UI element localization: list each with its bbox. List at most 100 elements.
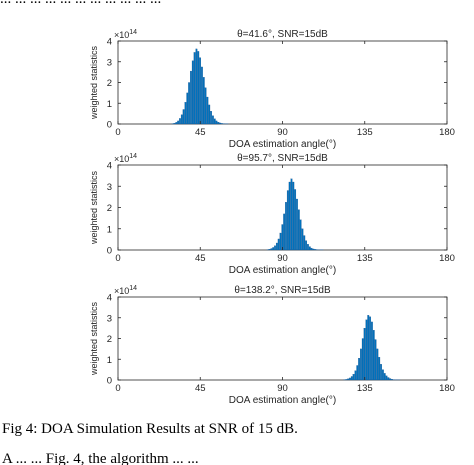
histogram-bar xyxy=(380,364,382,380)
histogram-bar xyxy=(285,202,287,250)
figure-caption: Fig 4: DOA Simulation Results at SNR of … xyxy=(2,421,298,438)
histogram-bar xyxy=(302,229,304,250)
y-tick-label: 2 xyxy=(107,203,112,214)
histogram-bar xyxy=(346,379,348,380)
y-exponent-label: ×1014 xyxy=(114,153,137,164)
x-tick-label: 0 xyxy=(115,253,120,264)
plot-area xyxy=(118,297,447,380)
next-paragraph-fragment: A ... ... Fig. 4, the algorithm ... ... xyxy=(2,451,474,465)
histogram-bar xyxy=(378,357,380,380)
y-tick-label: 0 xyxy=(107,246,112,257)
histogram-bar xyxy=(358,358,360,380)
y-exponent-base: ×10 xyxy=(114,30,129,40)
histogram-bar xyxy=(373,330,375,380)
histogram-bar xyxy=(307,244,309,250)
histogram-bar xyxy=(294,189,296,250)
histogram-bar xyxy=(190,71,192,124)
subplot-title: θ=138.2°, SNR=15dB xyxy=(234,285,331,296)
y-axis-label: weighted statistics xyxy=(89,45,99,120)
histogram-bar xyxy=(357,365,359,380)
y-tick-label: 3 xyxy=(107,57,112,68)
x-tick-label: 180 xyxy=(439,253,455,264)
y-tick-label: 1 xyxy=(107,99,112,110)
histogram-bar xyxy=(360,349,362,380)
x-tick-label: 180 xyxy=(439,383,455,394)
histogram-bar xyxy=(298,210,300,250)
histogram-bar xyxy=(369,317,371,380)
histogram-bar xyxy=(194,52,196,124)
histogram-bar xyxy=(272,247,274,250)
x-tick-label: 135 xyxy=(357,383,373,394)
histogram-bar xyxy=(179,118,181,124)
histogram-bar xyxy=(205,88,207,124)
histogram-bar xyxy=(289,182,291,250)
x-tick-label: 135 xyxy=(357,127,373,138)
histogram-bar xyxy=(196,49,198,124)
histogram-bar xyxy=(351,376,353,380)
y-exponent-label: ×1014 xyxy=(114,285,137,296)
histogram-bar xyxy=(314,249,316,250)
histogram-bar xyxy=(207,97,209,124)
histogram-bar xyxy=(278,239,280,250)
x-axis-label: DOA estimation angle(°) xyxy=(229,395,336,406)
histogram-bar xyxy=(219,123,221,124)
histogram-bar xyxy=(291,179,293,250)
histogram-bar xyxy=(274,246,276,250)
x-tick-label: 0 xyxy=(115,383,120,394)
histogram-bar xyxy=(282,225,284,251)
x-tick-label: 90 xyxy=(277,127,288,138)
histogram-bar xyxy=(203,77,205,124)
histogram-bar xyxy=(355,371,357,380)
y-exponent-power: 14 xyxy=(129,29,137,36)
histogram-bar xyxy=(212,116,214,124)
histogram-bar xyxy=(384,373,386,380)
y-tick-label: 2 xyxy=(107,78,112,89)
x-tick-label: 180 xyxy=(439,127,455,138)
x-tick-label: 45 xyxy=(195,127,206,138)
y-axis-label: weighted statistics xyxy=(89,301,99,376)
y-tick-label: 1 xyxy=(107,355,112,366)
subplot-title: θ=41.6°, SNR=15dB xyxy=(237,29,328,40)
histogram-bar xyxy=(208,105,210,124)
plot-area xyxy=(118,41,447,124)
histogram-bar xyxy=(216,121,218,124)
histogram-bar xyxy=(181,115,183,124)
histogram-bar xyxy=(174,123,176,124)
histogram-bar xyxy=(313,249,315,250)
histogram-bar xyxy=(371,322,373,380)
histogram-bar xyxy=(296,199,298,250)
histogram-bar xyxy=(214,119,216,124)
histogram-bar xyxy=(305,241,307,250)
histogram-bar xyxy=(287,191,289,251)
histogram-bar xyxy=(362,339,364,381)
y-tick-label: 1 xyxy=(107,224,112,235)
histogram-bar xyxy=(185,102,187,124)
histogram-bar xyxy=(199,58,201,124)
histogram-bar xyxy=(304,236,306,250)
histogram-bar xyxy=(382,370,384,380)
x-tick-label: 90 xyxy=(277,383,288,394)
histogram-bar xyxy=(388,378,390,380)
histogram-bar xyxy=(177,121,179,124)
x-tick-label: 135 xyxy=(357,253,373,264)
y-exponent-base: ×10 xyxy=(114,154,129,164)
subplot-title: θ=95.7°, SNR=15dB xyxy=(237,153,328,164)
histogram-bar xyxy=(367,315,369,380)
histogram-bar xyxy=(221,123,223,124)
histogram-bar xyxy=(176,122,178,124)
histogram-bar xyxy=(353,374,355,380)
y-tick-label: 0 xyxy=(107,120,112,131)
histogram-bar xyxy=(311,248,313,250)
y-tick-label: 3 xyxy=(107,182,112,193)
histogram-bar xyxy=(293,182,295,250)
histogram-bar xyxy=(201,67,203,124)
histogram-bar xyxy=(347,379,349,380)
x-axis-label: DOA estimation angle(°) xyxy=(229,139,336,150)
y-exponent-base: ×10 xyxy=(114,286,129,296)
histogram-bar xyxy=(386,376,388,380)
histogram-bar xyxy=(300,220,302,250)
histogram-bar xyxy=(192,61,194,124)
